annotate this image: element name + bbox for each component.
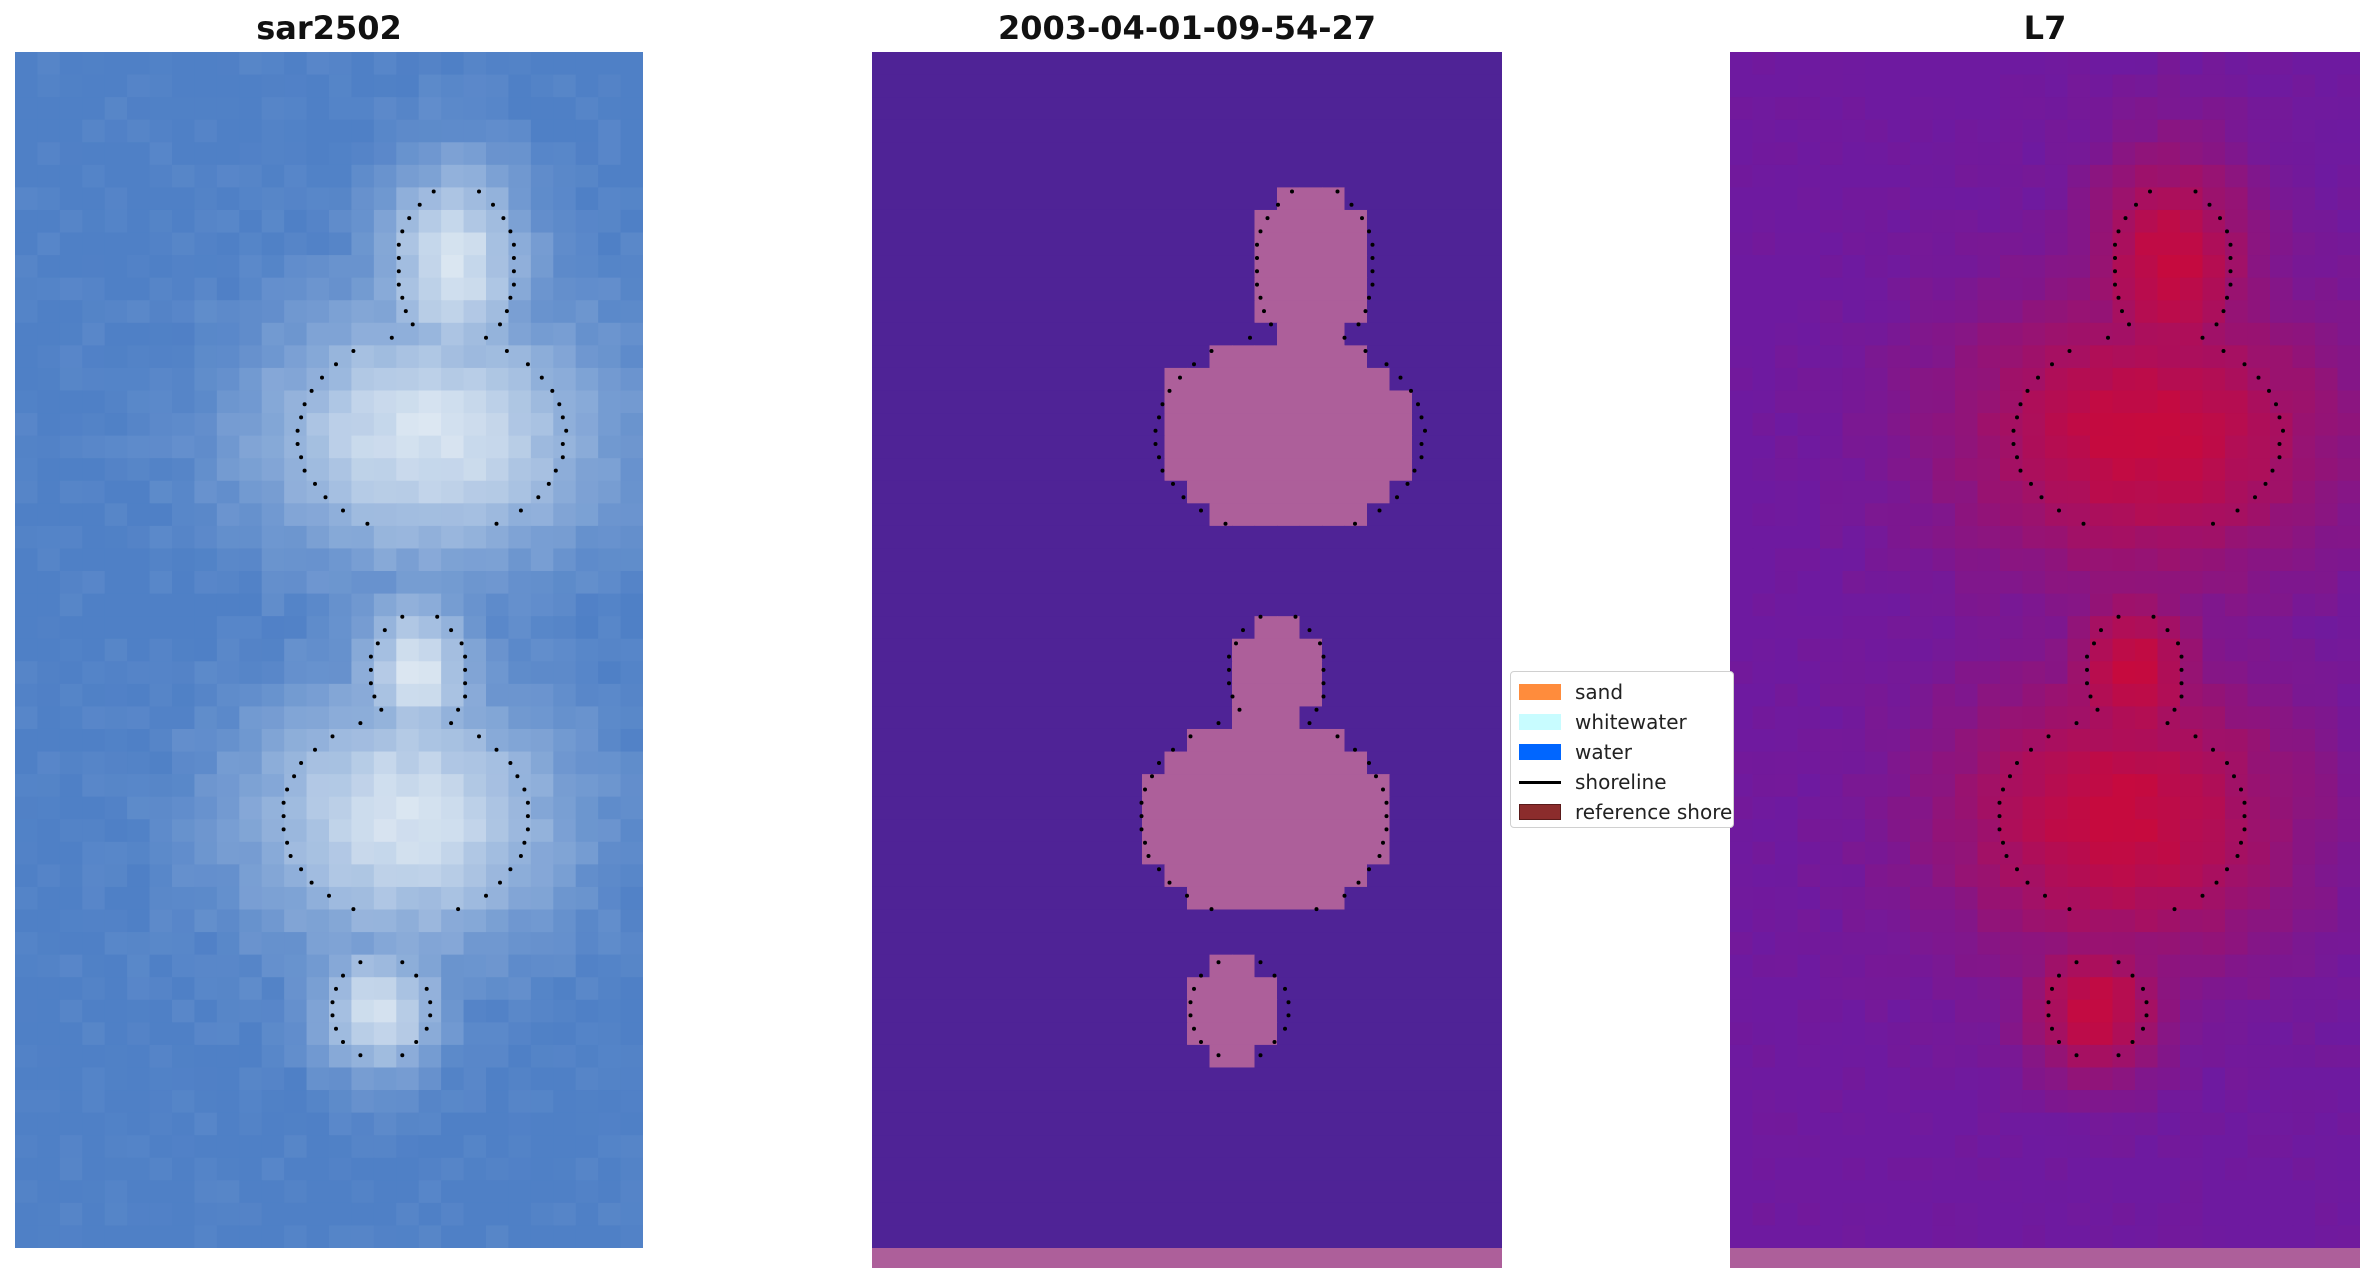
whitewater-swatch-icon (1519, 714, 1561, 730)
sand-swatch-icon (1519, 684, 1561, 700)
index-image (1730, 52, 2360, 1268)
rgb-image (15, 52, 643, 1248)
legend-item-sand: sand (1519, 678, 1623, 706)
legend-label-whitewater: whitewater (1575, 710, 1687, 734)
index-panel-title: L7 (2023, 9, 2067, 47)
legend-item-shoreline: shoreline (1519, 768, 1667, 796)
legend-item-water: water (1519, 738, 1632, 766)
classified-panel-title: 2003-04-01-09-54-27 (997, 9, 1377, 47)
legend-item-reference-shoreline: reference shoreline (1519, 798, 1733, 826)
classified-image (872, 52, 1502, 1268)
rgb-panel-title: sar2502 (256, 9, 402, 47)
reference-shoreline-swatch-icon (1519, 804, 1561, 820)
legend-label-shoreline: shoreline (1575, 770, 1667, 794)
legend-item-whitewater: whitewater (1519, 708, 1687, 736)
shoreline-line-icon (1519, 780, 1561, 784)
water-swatch-icon (1519, 744, 1561, 760)
legend-label-water: water (1575, 740, 1632, 764)
legend: sand whitewater water shoreline referenc… (1510, 671, 1734, 828)
legend-label-reference-shoreline: reference shoreline (1575, 800, 1733, 824)
legend-label-sand: sand (1575, 680, 1624, 704)
